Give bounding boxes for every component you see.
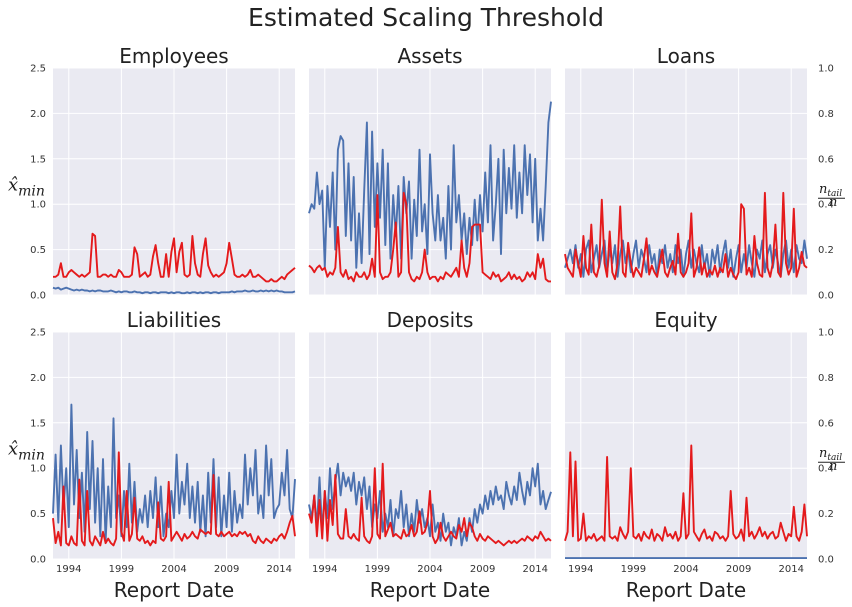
y-tick-label: 0.0: [30, 291, 46, 302]
panel-title: Liabilities: [127, 308, 221, 332]
y2-tick-label: 0.0: [818, 555, 834, 566]
panel-title: Assets: [397, 44, 462, 68]
svg-text:ntail: ntail: [819, 182, 842, 199]
left-axis-label: x̂min: [8, 175, 45, 200]
y-tick-label: 2.0: [30, 109, 46, 120]
panel-title: Deposits: [387, 308, 474, 332]
y-tick-label: 1.5: [30, 418, 46, 429]
series-line-left-axis: [308, 462, 552, 547]
panel-title: Equity: [654, 308, 717, 332]
series-line-right-axis: [564, 191, 808, 281]
x-tick-label: 1994: [568, 564, 593, 575]
y2-tick-label: 0.0: [818, 291, 834, 302]
y-tick-label: 0.0: [30, 555, 46, 566]
x-tick-label: 1994: [312, 564, 337, 575]
series-line-left-axis: [52, 403, 296, 542]
x-tick-label: 2014: [522, 564, 547, 575]
panels: Employees 0.0 0.5 1.0 1.5 2.0 2.5 x̂min Assets Lo…: [8, 44, 845, 602]
series-line-left-axis: [308, 101, 552, 269]
x-tick-label: 2009: [214, 564, 239, 575]
x-axis-label: Report Date: [114, 578, 234, 602]
x-tick-label: 2009: [726, 564, 751, 575]
y2-tick-label: 0.4: [818, 464, 834, 475]
y2-tick-label: 1.0: [818, 64, 834, 75]
y2-tick-label: 0.6: [818, 418, 834, 429]
svg-text:n: n: [829, 459, 837, 474]
y2-tick-label: 0.2: [818, 509, 834, 520]
x-tick-label: 2004: [673, 564, 698, 575]
x-tick-label: 1999: [621, 564, 646, 575]
x-tick-label: 1999: [109, 564, 134, 575]
y-tick-label: 1.0: [30, 464, 46, 475]
y2-tick-label: 0.8: [818, 373, 834, 384]
x-tick-label: 1994: [56, 564, 81, 575]
y-tick-label: 2.0: [30, 373, 46, 384]
left-axis-label: x̂min: [8, 439, 45, 464]
x-tick-label: 1999: [365, 564, 390, 575]
y2-tick-label: 0.6: [818, 154, 834, 165]
panel-title: Loans: [657, 44, 715, 68]
figure-title: Estimated Scaling Threshold: [248, 3, 604, 32]
y-tick-label: 2.5: [30, 64, 46, 75]
y2-tick-label: 0.8: [818, 109, 834, 120]
y-tick-label: 2.5: [30, 328, 46, 339]
series-line-left-axis: [52, 286, 296, 295]
panel-title: Employees: [119, 44, 228, 68]
y2-tick-label: 0.2: [818, 245, 834, 256]
series-line-right-axis: [564, 444, 808, 542]
panel-liabilities: Liabilities 0.0 0.5 1.0 1.5 2.0 2.5 x̂min 1994 19…: [8, 308, 296, 602]
x-tick-label: 2014: [266, 564, 291, 575]
panel-assets: Assets: [308, 44, 552, 296]
x-tick-label: 2004: [417, 564, 442, 575]
y-tick-label: 1.0: [30, 200, 46, 211]
x-axis-label: Report Date: [626, 578, 746, 602]
y2-tick-label: 0.4: [818, 200, 834, 211]
series-line-right-axis: [53, 232, 296, 283]
x-tick-label: 2014: [778, 564, 803, 575]
x-tick-label: 2004: [161, 564, 186, 575]
y2-tick-label: 1.0: [818, 328, 834, 339]
y-tick-label: 0.5: [30, 245, 46, 256]
panel-employees: Employees 0.0 0.5 1.0 1.5 2.0 2.5 x̂min: [8, 44, 296, 302]
y-tick-label: 0.5: [30, 509, 46, 520]
series-line-right-axis: [52, 451, 296, 547]
series-line-right-axis: [308, 191, 551, 283]
x-tick-label: 2009: [470, 564, 495, 575]
x-axis-label: Report Date: [370, 578, 490, 602]
svg-text:n: n: [829, 195, 837, 210]
y-tick-label: 1.5: [30, 154, 46, 165]
series-line-right-axis: [308, 462, 552, 547]
panel-deposits: Deposits 1994 1999 2004 2009 2014 Report Date: [308, 308, 552, 602]
svg-text:ntail: ntail: [819, 446, 842, 463]
